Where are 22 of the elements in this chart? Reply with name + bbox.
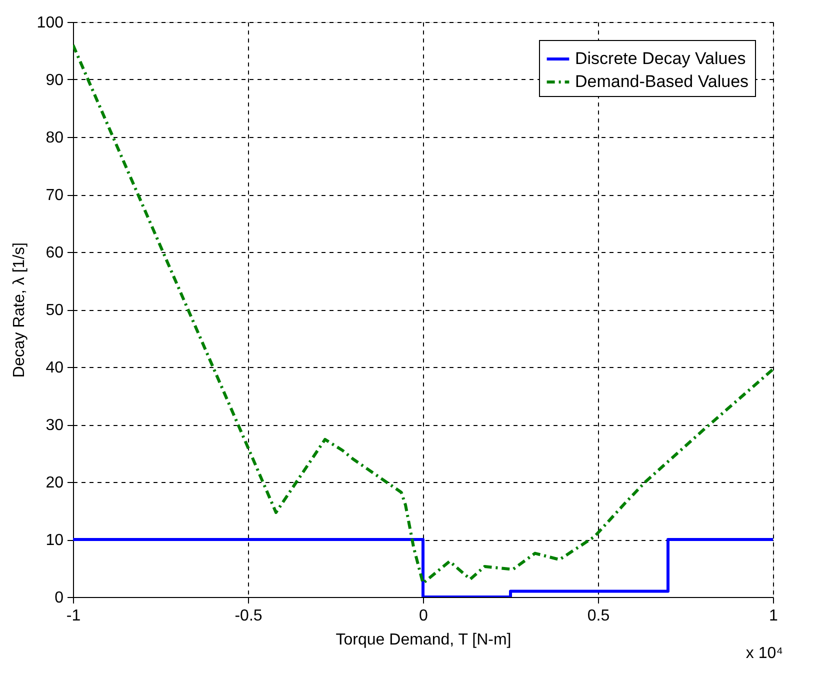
y-tick-label: 20 bbox=[46, 474, 64, 492]
y-axis-title: Decay Rate, λ [1/s] bbox=[10, 242, 28, 378]
y-tick-label: 90 bbox=[46, 72, 64, 89]
y-tick-label: 30 bbox=[46, 417, 64, 434]
text: x 10⁴ bbox=[746, 645, 784, 662]
y-tick-label: 100 bbox=[36, 14, 64, 32]
y-tick-label: 40 bbox=[46, 360, 64, 376]
y-tick-label: 70 bbox=[46, 187, 64, 204]
y-tick-label: 50 bbox=[46, 302, 64, 319]
x-axis-title: Torque Demand, T [N-m] bbox=[336, 632, 512, 648]
x-tick-label: 1 bbox=[769, 608, 778, 624]
x-tick-label: -0.5 bbox=[234, 608, 262, 624]
x-tick-label: 0.5 bbox=[587, 608, 610, 624]
y-tick-label: 10 bbox=[46, 532, 64, 549]
x-tick-label: 0 bbox=[419, 608, 428, 624]
y-tick-label: 80 bbox=[46, 130, 64, 146]
line-series bbox=[73, 44, 773, 585]
x-tick-label: -1 bbox=[66, 608, 81, 624]
legend-label: Discrete Decay Values bbox=[575, 49, 746, 68]
y-tick-label: 0 bbox=[54, 590, 64, 606]
y-tick-label: 60 bbox=[46, 244, 64, 262]
legend-label: Demand-Based Values bbox=[575, 72, 749, 91]
